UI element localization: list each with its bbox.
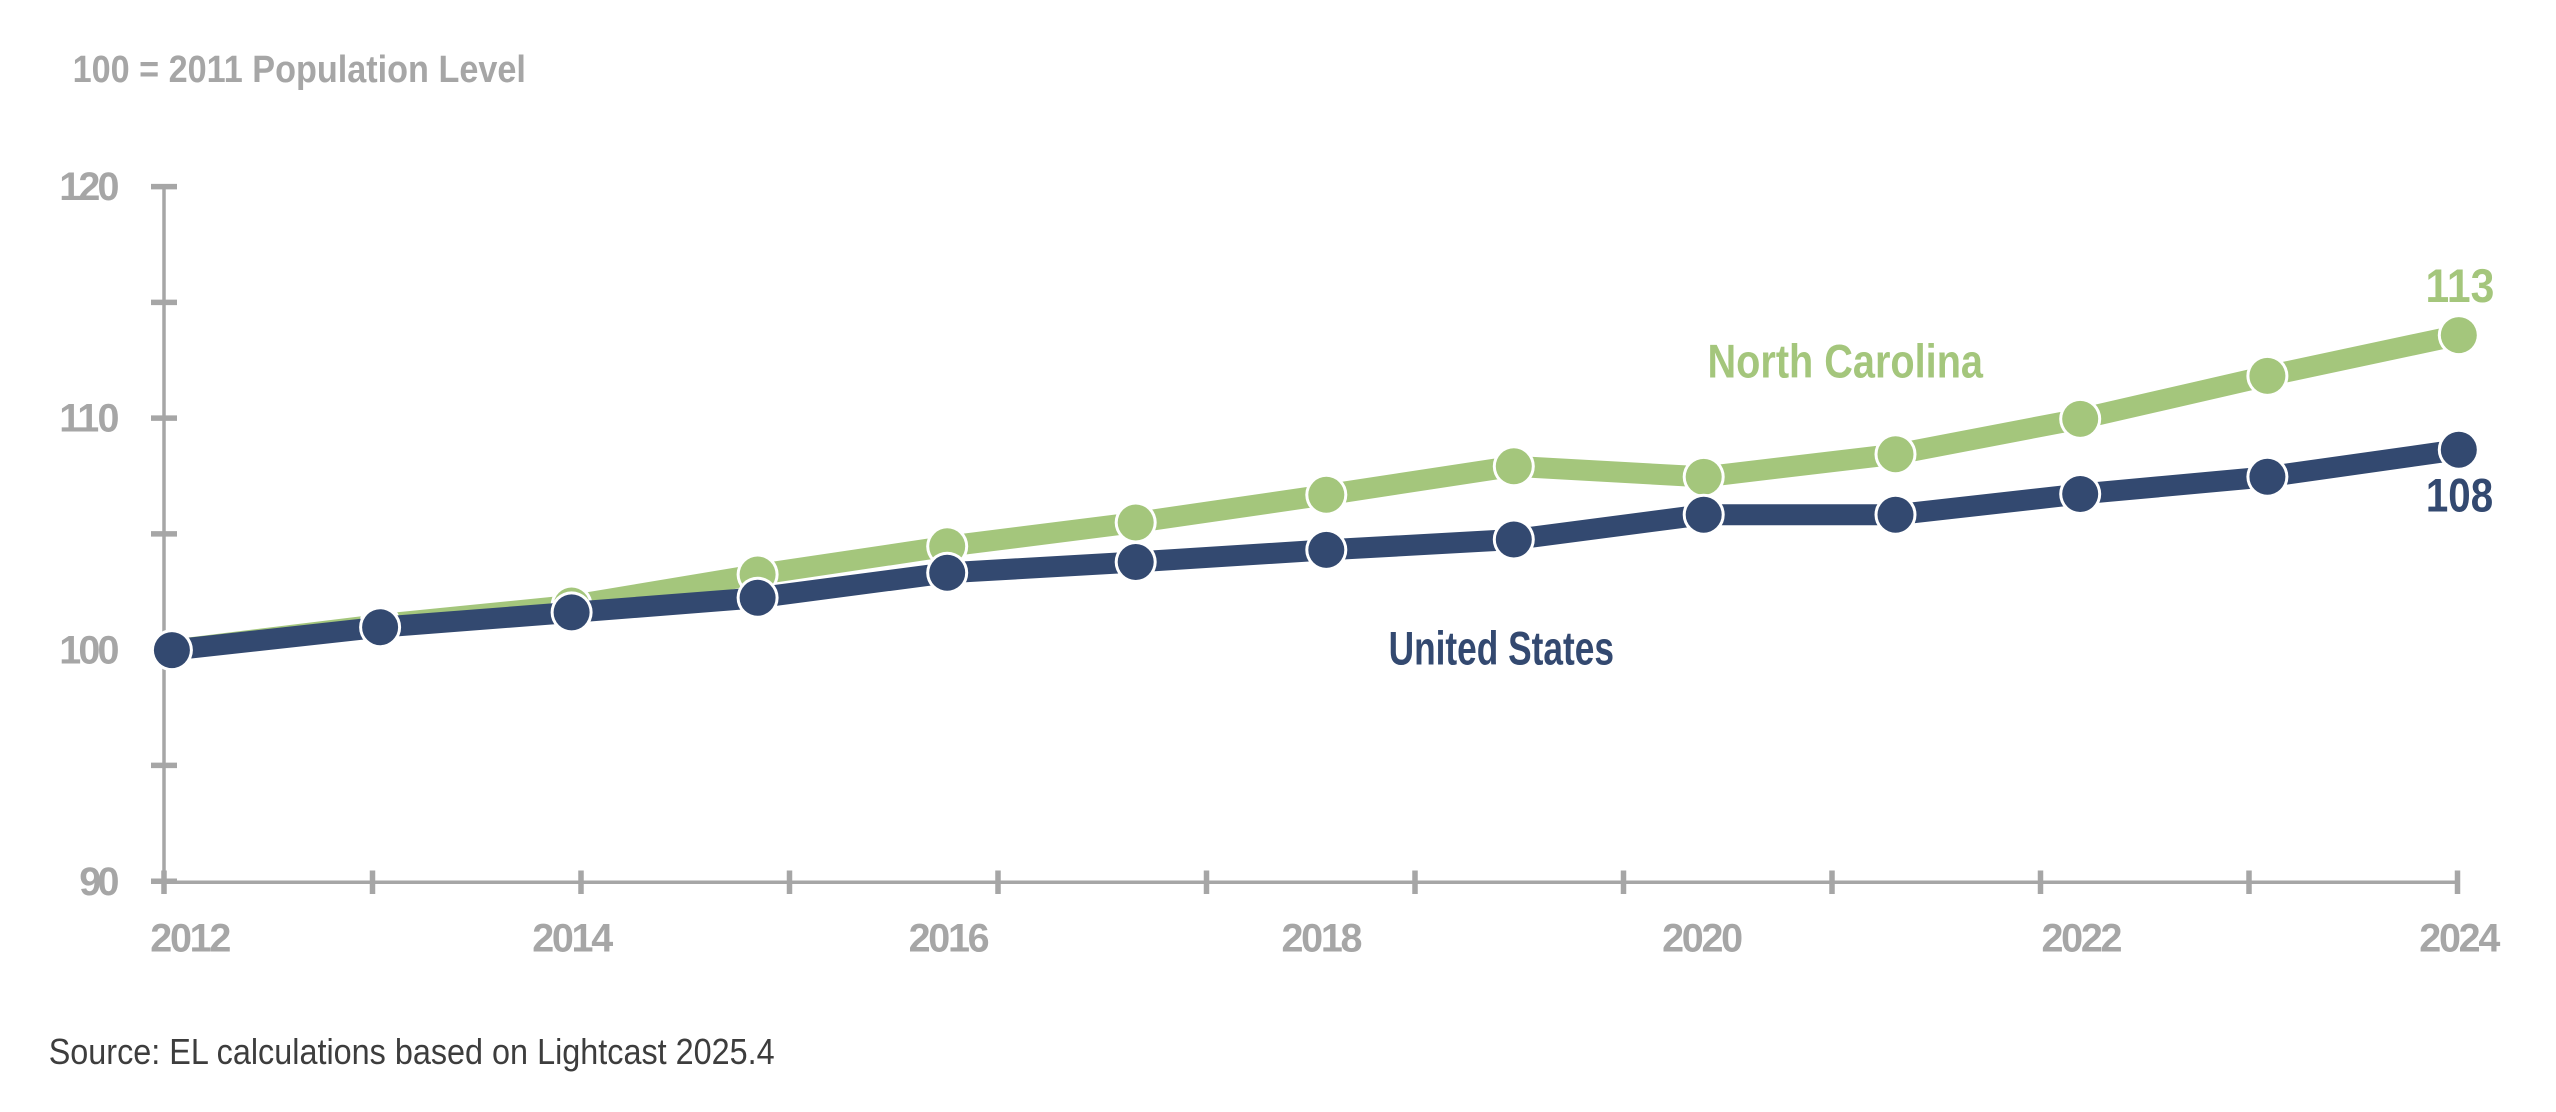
svg-text:100: 100 bbox=[59, 628, 119, 672]
svg-text:108: 108 bbox=[2426, 468, 2493, 521]
svg-text:90: 90 bbox=[79, 860, 119, 904]
svg-text:Source: EL calculations based: Source: EL calculations based on Lightca… bbox=[49, 1032, 775, 1072]
svg-text:110: 110 bbox=[59, 397, 119, 441]
svg-text:2024: 2024 bbox=[2419, 917, 2500, 961]
svg-text:2016: 2016 bbox=[909, 917, 990, 961]
svg-text:United States: United States bbox=[1389, 622, 1614, 675]
svg-text:North Carolina: North Carolina bbox=[1708, 334, 1984, 387]
svg-text:120: 120 bbox=[59, 165, 119, 209]
svg-text:100 = 2011 Population Level: 100 = 2011 Population Level bbox=[73, 49, 526, 91]
svg-text:2020: 2020 bbox=[1662, 917, 1743, 961]
svg-text:113: 113 bbox=[2426, 259, 2495, 312]
svg-text:2014: 2014 bbox=[532, 917, 613, 961]
svg-text:2022: 2022 bbox=[2042, 917, 2123, 961]
svg-text:2018: 2018 bbox=[1282, 917, 1363, 961]
svg-text:2012: 2012 bbox=[150, 917, 231, 961]
